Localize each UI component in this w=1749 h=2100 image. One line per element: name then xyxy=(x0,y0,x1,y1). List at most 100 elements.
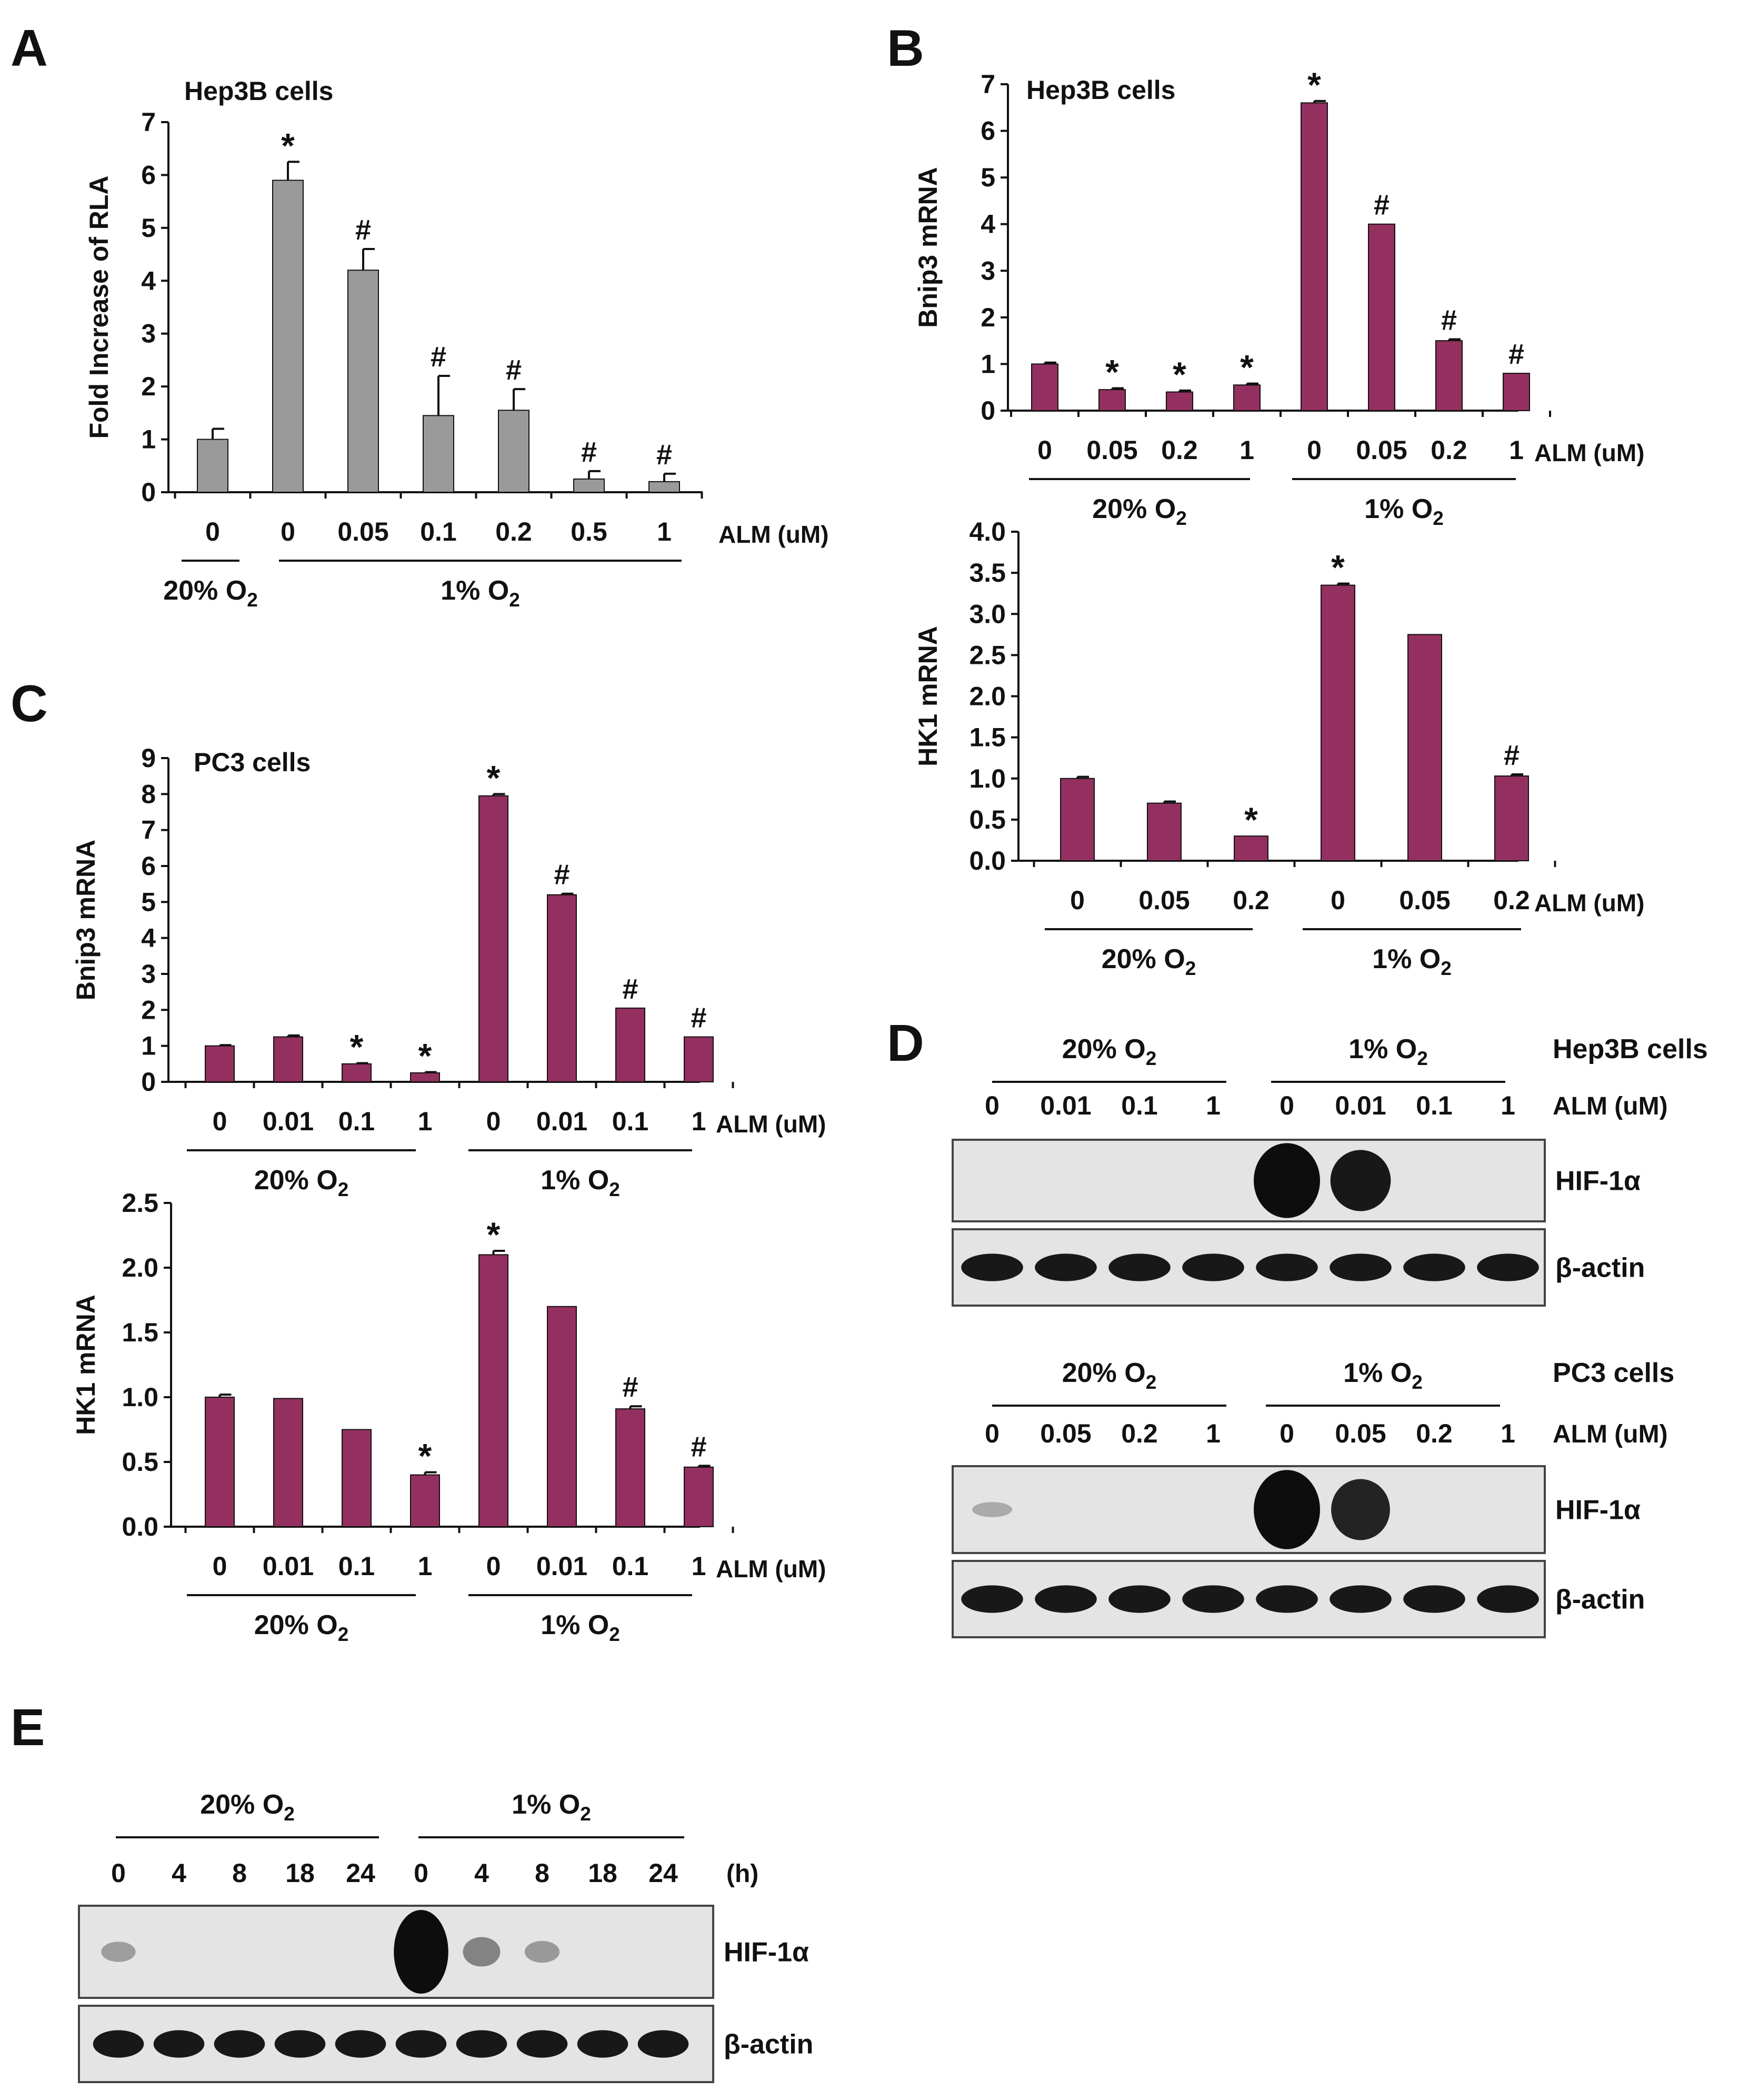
significance-marker: # xyxy=(554,859,569,891)
blot-band xyxy=(1331,1479,1390,1540)
lane-label: 0.01 xyxy=(1335,1091,1386,1120)
x-axis-unit-label: ALM (uM) xyxy=(716,1555,826,1583)
y-axis-label: Bnip3 mRNA xyxy=(71,840,101,1001)
blot-band xyxy=(214,2030,265,2058)
y-tick-label: 0.5 xyxy=(122,1447,158,1477)
y-tick-label: 1 xyxy=(141,425,156,454)
y-tick-label: 2.0 xyxy=(122,1253,158,1282)
lane-label: 1 xyxy=(1501,1419,1515,1448)
group-label: 20% O2 xyxy=(1092,494,1187,529)
blot-band xyxy=(1182,1253,1244,1281)
blot-row-label: β-actin xyxy=(724,2029,813,2060)
y-tick-label: 4 xyxy=(141,923,156,953)
significance-marker: # xyxy=(1374,190,1390,221)
bar xyxy=(197,439,228,493)
bar xyxy=(1234,835,1268,861)
blot-group-label: 20% O2 xyxy=(200,1789,295,1825)
x-tick-label: 0.5 xyxy=(571,517,607,546)
significance-marker: * xyxy=(1307,65,1321,104)
x-tick-label: 0.1 xyxy=(612,1107,649,1136)
significance-marker: * xyxy=(487,1215,501,1254)
blot-group-label: 1% O2 xyxy=(1343,1358,1423,1393)
blot-band xyxy=(1254,1143,1320,1218)
y-tick-label: 2 xyxy=(981,303,995,332)
y-tick-label: 2.0 xyxy=(969,682,1006,711)
bar xyxy=(1098,389,1126,412)
x-tick-label: 1 xyxy=(1509,435,1524,465)
significance-marker: * xyxy=(418,1037,432,1076)
significance-marker: * xyxy=(1244,800,1258,839)
x-tick-label: 1 xyxy=(692,1551,706,1581)
significance-marker: # xyxy=(622,973,638,1005)
bar xyxy=(410,1474,440,1528)
group-label: 20% O2 xyxy=(254,1165,349,1200)
blot-band xyxy=(394,1910,448,1994)
blot-group-label: 20% O2 xyxy=(1062,1358,1157,1393)
group-label: 1% O2 xyxy=(541,1165,620,1200)
panel-letter-a: A xyxy=(11,19,48,77)
lane-label: 0 xyxy=(414,1858,428,1888)
x-tick-label: 1 xyxy=(418,1551,433,1581)
lane-label: 18 xyxy=(285,1858,315,1888)
blot-group-label: 1% O2 xyxy=(1348,1034,1428,1069)
lane-label: 0.05 xyxy=(1040,1419,1091,1448)
x-tick-label: 0.2 xyxy=(495,517,532,546)
y-tick-label: 7 xyxy=(141,107,156,137)
group-label: 20% O2 xyxy=(163,575,258,611)
blot-e: 20% O2 1% O2 0 4 8 18 24 0 4 8 18 24 (h) HIF-1α β-acti… xyxy=(78,1789,813,2083)
blot-membrane xyxy=(952,1139,1546,1222)
x-tick-label: 0 xyxy=(213,1107,227,1136)
chart-a: Hep3B cells Fold Increase of RLA 0 1 2 3 4 5 6 7 *… xyxy=(84,76,828,611)
significance-marker: * xyxy=(1105,352,1119,391)
x-tick-label: 0.1 xyxy=(338,1107,375,1136)
x-tick-label: 0.05 xyxy=(337,517,388,546)
blot-unit-label: (h) xyxy=(726,1860,758,1888)
chart-b2: HK1 mRNA 0.0 0.5 1.0 1.5 2.0 2.5 3.0 3.5 4.0 * * #0 0… xyxy=(913,517,1644,979)
chart-title: PC3 cells xyxy=(194,748,311,777)
bar xyxy=(478,1254,508,1527)
blot-band xyxy=(395,2030,447,2058)
y-tick-label: 4 xyxy=(981,210,995,239)
x-tick-label: 0 xyxy=(1037,435,1052,465)
blot-band xyxy=(1330,1253,1392,1281)
blot-band xyxy=(1256,1253,1318,1281)
blot-d1: 20% O2 1% O2 Hep3B cells 0 0.01 0.1 1 0 0.01 0.1 1… xyxy=(952,1034,1708,1307)
x-tick-label: 0.1 xyxy=(420,517,457,546)
x-axis-unit-label: ALM (uM) xyxy=(716,1110,826,1138)
blot-unit-label: ALM (uM) xyxy=(1553,1420,1668,1448)
bar xyxy=(547,1306,577,1528)
significance-marker: # xyxy=(1441,304,1457,336)
bar xyxy=(1435,340,1463,412)
x-tick-label: 0.2 xyxy=(1233,885,1270,915)
y-axis-label: Fold Increase of RLA xyxy=(84,175,114,439)
x-tick-label: 0.05 xyxy=(1356,435,1407,465)
significance-marker: # xyxy=(656,439,672,471)
x-tick-label: 0.05 xyxy=(1086,435,1137,465)
bar xyxy=(615,1408,645,1527)
blot-band xyxy=(1477,1585,1539,1613)
y-tick-label: 6 xyxy=(981,116,995,146)
bar xyxy=(1407,634,1442,861)
bar xyxy=(648,481,680,493)
significance-marker: * xyxy=(281,126,295,165)
x-axis-unit-label: ALM (uM) xyxy=(1534,889,1644,917)
y-tick-label: 1 xyxy=(981,349,995,379)
blot-row-label: β-actin xyxy=(1555,1253,1645,1283)
y-tick-label: 3.0 xyxy=(969,599,1006,629)
y-axis-label: Bnip3 mRNA xyxy=(913,167,943,328)
x-axis-unit-label: ALM (uM) xyxy=(1534,439,1644,466)
y-tick-label: 1.0 xyxy=(969,764,1006,793)
y-tick-label: 2 xyxy=(141,372,156,401)
x-tick-label: 0.1 xyxy=(338,1551,375,1581)
blot-band xyxy=(1035,1253,1097,1281)
bar xyxy=(478,795,508,1082)
x-tick-label: 0 xyxy=(281,517,295,546)
panel-letter-d: D xyxy=(887,1014,924,1072)
lane-label: 0.01 xyxy=(1040,1091,1091,1120)
blot-row-label: HIF-1α xyxy=(724,1937,809,1968)
significance-marker: # xyxy=(506,354,522,386)
blot-cell-line-label: PC3 cells xyxy=(1553,1358,1674,1388)
chart-title: Hep3B cells xyxy=(184,76,333,106)
lane-label: 8 xyxy=(232,1858,247,1888)
